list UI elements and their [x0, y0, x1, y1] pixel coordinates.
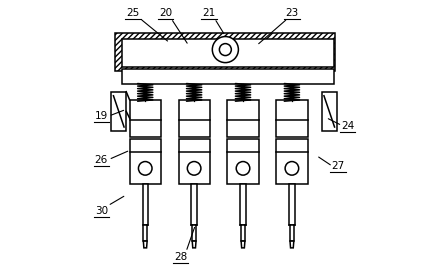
Text: 28: 28	[174, 252, 187, 262]
Bar	[142, 184, 148, 225]
Text: 24: 24	[341, 121, 354, 131]
Text: 19: 19	[95, 111, 108, 121]
Bar	[129, 139, 161, 184]
Text: 23: 23	[285, 8, 298, 18]
Bar	[192, 225, 196, 241]
Circle shape	[220, 44, 231, 56]
Bar	[228, 100, 258, 136]
Bar	[143, 225, 147, 241]
Circle shape	[187, 162, 201, 175]
Bar	[191, 184, 197, 225]
Circle shape	[236, 162, 250, 175]
Polygon shape	[143, 241, 147, 248]
Text: 30: 30	[95, 206, 108, 216]
Polygon shape	[192, 241, 196, 248]
Bar	[290, 225, 294, 241]
Text: 20: 20	[159, 8, 172, 18]
Bar	[122, 69, 334, 84]
Text: 25: 25	[126, 8, 140, 18]
Bar	[178, 139, 210, 184]
Text: 26: 26	[95, 155, 108, 165]
Bar	[228, 139, 258, 184]
Circle shape	[212, 37, 238, 63]
Bar	[178, 100, 210, 136]
Text: 27: 27	[332, 161, 345, 171]
Circle shape	[285, 162, 299, 175]
Bar	[111, 92, 126, 131]
Bar	[241, 225, 245, 241]
Bar	[276, 139, 307, 184]
Bar	[122, 39, 334, 67]
Bar	[289, 184, 295, 225]
Bar	[322, 92, 337, 131]
Polygon shape	[290, 241, 294, 248]
Bar	[115, 33, 336, 71]
Polygon shape	[241, 241, 245, 248]
Bar	[129, 100, 161, 136]
Text: 21: 21	[202, 8, 215, 18]
Bar	[115, 33, 336, 71]
Bar	[276, 100, 307, 136]
Bar	[240, 184, 246, 225]
Circle shape	[138, 162, 152, 175]
